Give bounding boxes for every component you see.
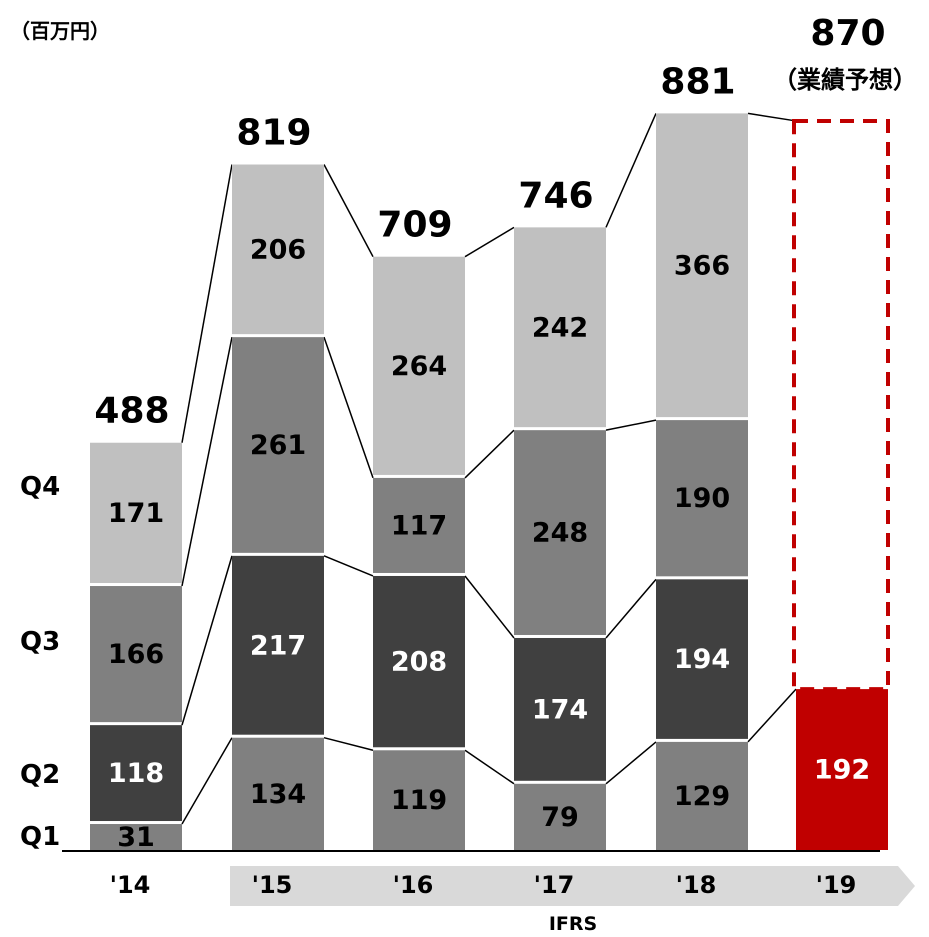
row-label-q4: Q4 (20, 472, 60, 502)
x-tick-label-5: '19 (816, 871, 857, 899)
bar-segment-q3-2 (373, 477, 465, 573)
row-label-q3: Q3 (20, 627, 60, 657)
bar-value-label-4-2: 190 (674, 483, 730, 514)
total-label-4: 881 (660, 61, 735, 102)
bar-segment-q4-1 (232, 164, 324, 335)
ifrs-band (230, 866, 915, 906)
total-label-2: 709 (377, 205, 452, 246)
forecast-outline (792, 118, 890, 692)
connector-line-1-3 (323, 164, 374, 258)
x-tick-label-0: '14 (110, 871, 151, 899)
ifrs-label: IFRS (549, 913, 597, 935)
bar-value-label-2-0: 119 (391, 785, 447, 816)
bar-value-label-1-1: 217 (250, 630, 306, 661)
bar-segment-q2-4 (656, 579, 748, 739)
x-tick-label-1: '15 (252, 871, 293, 899)
total-label-3: 746 (518, 175, 593, 216)
bar-segment-q4-4 (656, 113, 748, 418)
bar-segment-q1-5 (796, 689, 888, 850)
connector-line-2-1 (464, 575, 515, 639)
bar-segment-q4-3 (514, 227, 606, 428)
connector-line-0-3 (181, 164, 233, 443)
bar-value-label-0-3: 171 (108, 498, 164, 529)
connector-line-2-2 (464, 429, 515, 479)
bar-value-label-1-3: 206 (250, 234, 306, 265)
x-tick-label-4: '18 (676, 871, 717, 899)
connector-line-0-0 (181, 737, 233, 825)
forecast-note: （業績予想） (773, 66, 917, 94)
connector-line-3-1 (605, 578, 657, 639)
connector-line-4-0 (747, 688, 797, 743)
x-tick-label-3: '17 (534, 871, 575, 899)
bar-value-label-3-2: 248 (532, 518, 588, 549)
connector-line-3-3 (605, 113, 657, 228)
bar-value-label-4-3: 366 (674, 250, 730, 281)
row-label-q1: Q1 (20, 822, 60, 852)
bar-segment-q3-1 (232, 337, 324, 553)
connector-lines (181, 112, 797, 825)
bar-segment-q3-3 (514, 430, 606, 635)
labels: 31 118 166 171 488 134 217 261 206 819 119 208 117 26… (20, 13, 917, 853)
unit-label: （百万円） (10, 19, 110, 43)
bar-value-label-2-2: 117 (391, 510, 447, 541)
bar-segment-q2-0 (90, 725, 182, 822)
total-label-0: 488 (94, 391, 169, 432)
bar-value-label-3-3: 242 (532, 312, 588, 343)
bar-value-label-4-0: 129 (674, 781, 730, 812)
connector-line-3-2 (605, 419, 657, 431)
bar-segment-q1-3 (514, 783, 606, 850)
bar-segment-q1-1 (232, 737, 324, 850)
bar-segment-q1-4 (656, 741, 748, 850)
bar-value-label-0-2: 166 (108, 639, 164, 670)
bar-value-label-5-0: 192 (814, 755, 870, 786)
bar-value-label-3-0: 79 (541, 802, 579, 833)
bar-segment-q2-3 (514, 637, 606, 781)
bar-segment-q1-2 (373, 750, 465, 850)
bar-segment-q1-0 (90, 824, 182, 850)
connector-line-1-0 (323, 736, 374, 752)
bar-segment-q3-4 (656, 420, 748, 577)
bar-value-label-0-0: 31 (117, 822, 155, 853)
bar-segment-q4-2 (373, 256, 465, 475)
bar-value-label-3-1: 174 (532, 694, 588, 725)
x-axis-labels: '14 '15 '16 '17 '18 '19 (110, 871, 857, 899)
bar-segment-q2-1 (232, 555, 324, 735)
bar-value-label-4-1: 194 (674, 644, 730, 675)
connector-line-4-1 (747, 112, 797, 122)
total-label-1: 819 (236, 113, 311, 154)
forecast-total-label: 870 (810, 13, 885, 54)
connector-line-0-2 (181, 336, 233, 587)
bar-value-label-0-1: 118 (108, 758, 164, 789)
connector-line-1-1 (323, 555, 374, 577)
bar-segment-q4-0 (90, 442, 182, 584)
bar-value-label-2-1: 208 (391, 647, 447, 678)
bar-value-label-2-3: 264 (391, 351, 447, 382)
connector-line-2-0 (464, 749, 515, 785)
connector-line-1-2 (323, 336, 374, 479)
bar-value-label-1-2: 261 (250, 430, 306, 461)
connector-line-2-3 (464, 226, 515, 258)
x-tick-label-2: '16 (393, 871, 434, 899)
connector-line-0-1 (181, 555, 233, 726)
bar-value-label-1-0: 134 (250, 779, 306, 810)
bars (90, 113, 890, 850)
connector-line-3-0 (605, 741, 657, 785)
bar-segment-q3-0 (90, 586, 182, 723)
row-label-q2: Q2 (20, 760, 60, 790)
bar-segment-q2-2 (373, 575, 465, 748)
